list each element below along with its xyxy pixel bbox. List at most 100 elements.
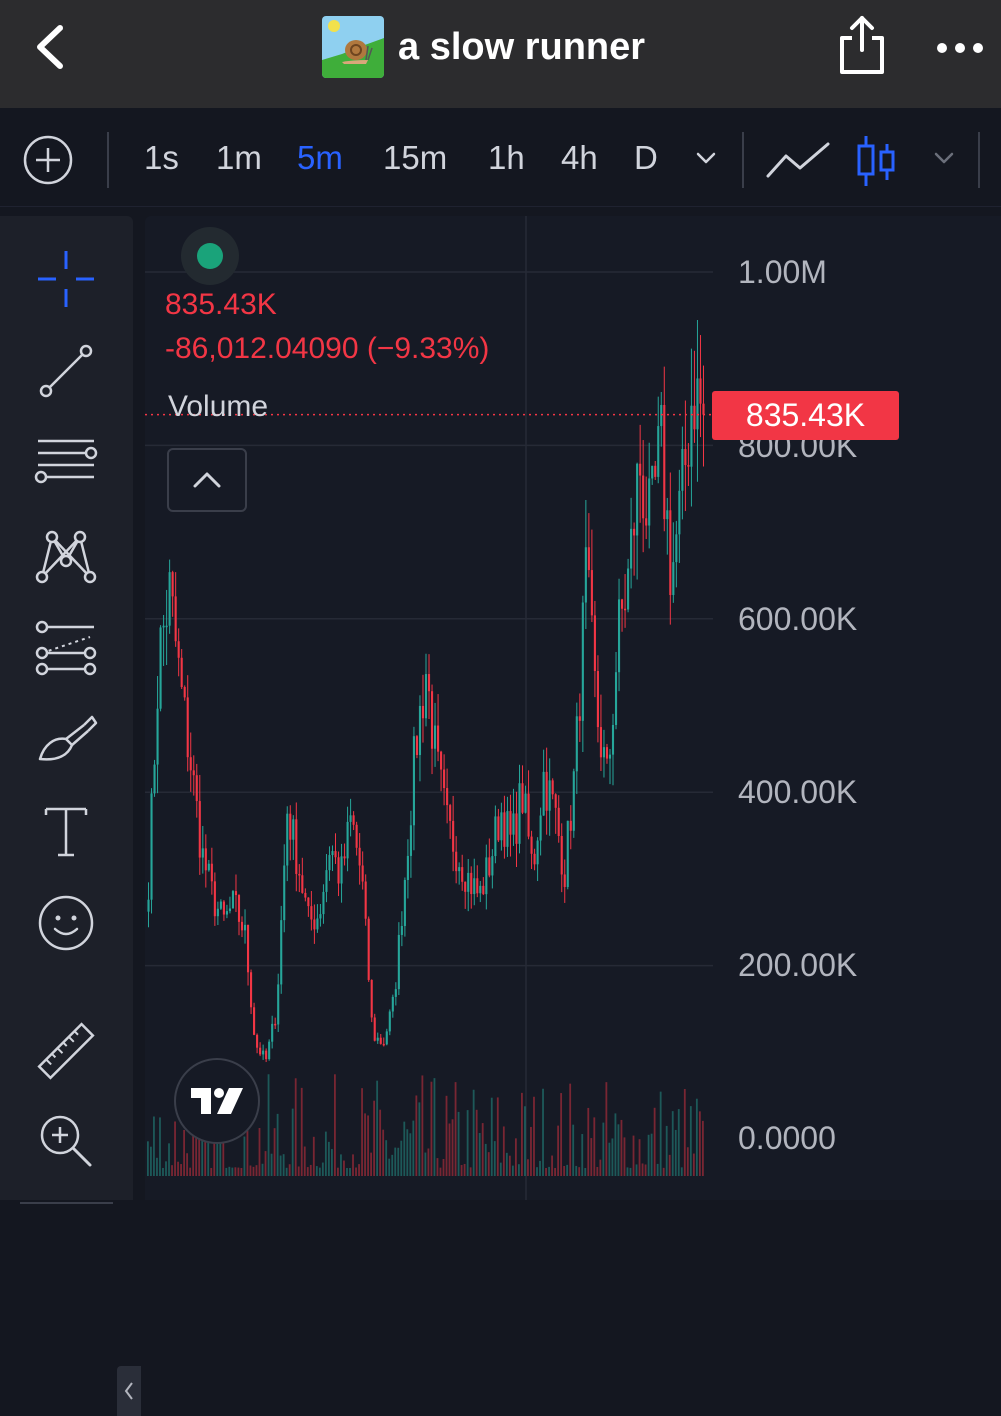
back-button[interactable] <box>20 14 84 78</box>
volume-bar <box>472 1089 475 1176</box>
share-icon <box>840 16 884 74</box>
chart-pane[interactable] <box>145 216 1001 1200</box>
candle-body <box>437 725 440 752</box>
candle-body <box>545 771 548 811</box>
volume-bar <box>261 1163 264 1176</box>
candle-body <box>168 572 171 626</box>
market-status-indicator[interactable] <box>181 227 239 285</box>
timeframe-4h[interactable]: 4h <box>561 139 598 176</box>
candle-body <box>642 475 645 519</box>
candle-body <box>669 510 672 596</box>
candle-body <box>636 463 639 536</box>
volume-bar <box>279 1155 282 1176</box>
candle-body <box>352 815 355 825</box>
timeframe-15m[interactable]: 15m <box>383 139 448 176</box>
candles-chart-button[interactable] <box>854 132 898 190</box>
candle-body <box>286 813 289 866</box>
zoom-in-tool[interactable] <box>28 1106 104 1176</box>
volume-bar <box>596 1166 599 1176</box>
volume-bar <box>641 1163 644 1176</box>
timeframe-dropdown[interactable] <box>690 142 722 174</box>
candle-body <box>687 465 690 467</box>
emoji-tool[interactable] <box>28 888 104 958</box>
top-app-bar: a slow runner <box>0 0 1001 108</box>
candle-body <box>391 996 394 1012</box>
candle-body <box>430 691 434 749</box>
candle-body <box>693 405 696 430</box>
volume-series-label[interactable]: Volume <box>168 390 269 423</box>
volume-bar <box>521 1092 523 1176</box>
candle-body <box>602 747 606 758</box>
timeframe-1m[interactable]: 1m <box>216 139 262 176</box>
candle-body <box>611 724 615 755</box>
volume-bar <box>433 1078 436 1176</box>
volume-bar <box>355 1167 357 1176</box>
token-title: a slow runner <box>322 16 645 78</box>
text-tool[interactable] <box>28 796 104 866</box>
chevron-down-icon <box>934 152 954 164</box>
share-button[interactable] <box>832 10 892 80</box>
pattern-tool[interactable] <box>28 520 104 590</box>
volume-bar <box>267 1074 270 1176</box>
token-avatar <box>322 16 384 78</box>
volume-bar <box>632 1135 635 1176</box>
volume-bar <box>584 1167 587 1176</box>
volume-bar <box>514 1138 517 1176</box>
volume-bar <box>192 1114 195 1176</box>
candle-body <box>307 897 310 907</box>
add-indicator-button[interactable] <box>22 134 74 186</box>
line-chart-button[interactable] <box>764 136 832 184</box>
volume-bar <box>204 1127 207 1176</box>
timeframe-1s[interactable]: 1s <box>144 139 179 176</box>
legend-collapse-button[interactable] <box>167 448 247 512</box>
crosshair-tool[interactable] <box>28 244 104 314</box>
volume-bar <box>165 1161 167 1176</box>
candle-body <box>271 1023 274 1042</box>
candle-body <box>189 757 192 771</box>
status-dot-icon <box>197 243 223 269</box>
timeframe-5m[interactable]: 5m <box>297 139 343 176</box>
volume-bar <box>400 1140 403 1176</box>
candlestick-chart[interactable] <box>145 216 1001 1200</box>
volume-bar <box>237 1167 240 1176</box>
candle-body <box>198 801 201 858</box>
candle-body <box>355 824 358 848</box>
candle-body <box>672 562 675 596</box>
candle-body <box>503 812 506 847</box>
timeframe-1h[interactable]: 1h <box>488 139 525 176</box>
collapse-tools-button[interactable] <box>117 1366 141 1416</box>
candle-body <box>421 705 425 719</box>
candle-body <box>340 856 343 884</box>
candle-body <box>364 881 367 919</box>
volume-bar <box>587 1107 590 1176</box>
volume-bar <box>340 1154 342 1176</box>
chart-style-dropdown[interactable] <box>928 142 960 174</box>
timeframe-d[interactable]: D <box>634 139 658 176</box>
tradingview-logo[interactable] <box>174 1058 260 1144</box>
volume-bar <box>300 1087 303 1176</box>
candle-body <box>557 807 560 837</box>
volume-bar <box>692 1153 695 1176</box>
candle-body <box>394 989 397 997</box>
candlestick-icon <box>857 136 895 186</box>
candle-body <box>633 528 636 536</box>
candle-body <box>171 572 174 597</box>
volume-bar <box>484 1143 487 1176</box>
projection-tool[interactable] <box>28 612 104 682</box>
ruler-tool[interactable] <box>28 1016 104 1086</box>
candle-body <box>587 547 590 571</box>
candle-body <box>186 697 189 758</box>
volume-bar <box>228 1166 231 1176</box>
candle-body <box>500 812 503 841</box>
brush-tool[interactable] <box>28 704 104 774</box>
volume-bar <box>346 1167 348 1176</box>
more-options-button[interactable] <box>928 28 988 68</box>
volume-bar <box>174 1121 176 1176</box>
volume-bar <box>177 1161 179 1176</box>
fib-retracement-tool[interactable] <box>28 428 104 498</box>
trend-line-tool[interactable] <box>28 336 104 406</box>
candle-body <box>620 599 624 609</box>
volume-bar <box>466 1110 469 1176</box>
volume-bar <box>159 1117 161 1176</box>
plus-circle-icon <box>23 135 73 185</box>
